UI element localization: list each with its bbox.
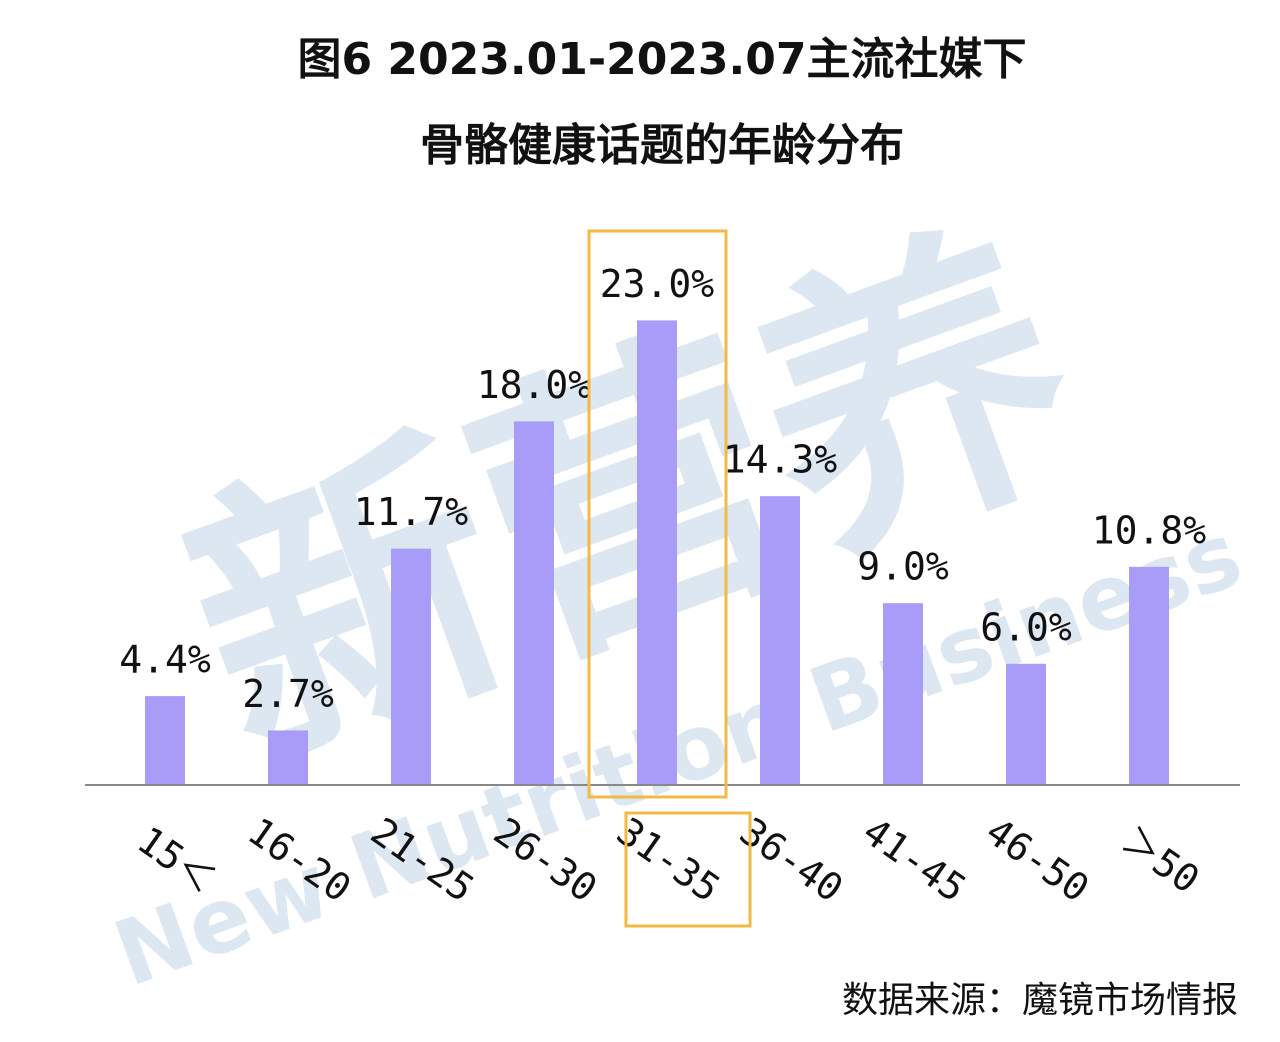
bar [391,548,431,785]
value-label: 10.8% [1092,508,1207,552]
bar [637,320,677,785]
bar [145,696,185,785]
x-tick-label: ＞50 [1114,818,1208,902]
chart-title: 骨骼健康话题的年龄分布 [420,120,904,171]
value-label: 4.4% [119,638,211,682]
highlight-box [624,811,752,928]
highlight-box [587,229,728,799]
value-label: 11.7% [354,490,469,534]
bar [760,496,800,785]
x-tick-label: 41-45 [855,809,974,911]
value-label: 18.0% [477,363,592,407]
bar [1006,663,1046,785]
value-label: 14.3% [723,438,838,482]
bar [883,603,923,785]
chart-title: 图6 2023.01-2023.07主流社媒下 [297,34,1026,85]
value-label: 6.0% [980,605,1072,649]
x-tick-label: 46-50 [978,809,1097,911]
bar [268,730,308,785]
value-label: 23.0% [600,262,715,306]
bar [514,421,554,785]
bar [1129,566,1169,785]
source: 数据来源：魔镜市场情报 [842,980,1238,1021]
value-label: 2.7% [242,672,334,716]
value-label: 9.0% [857,545,949,589]
